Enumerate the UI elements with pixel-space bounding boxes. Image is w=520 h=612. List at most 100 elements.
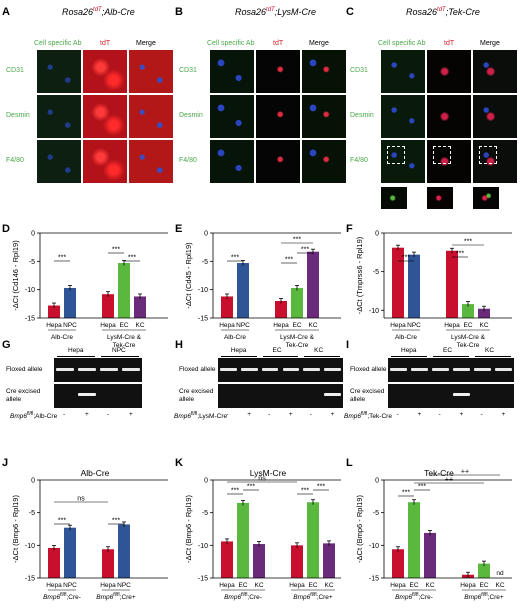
y-tick-label: -5 (29, 259, 35, 266)
gel-column-label: EC (272, 347, 282, 354)
micrograph-f480-tdt (82, 139, 128, 184)
genotype-label: Bmp6fl/fl;LysM-Cre (174, 411, 228, 421)
cre-excised-label: Cre excised allele (179, 388, 214, 403)
bar-ec (462, 304, 474, 318)
group-label: Bmp6fl/fl;Cre+ (464, 592, 504, 601)
significance-label: *** (464, 239, 472, 246)
bar-npc (408, 254, 420, 318)
zoom-box (479, 146, 497, 164)
micrograph-cd31-merge (472, 49, 518, 94)
bar-chart-j: J Alb-Cre 0 -5 -10 -15 -ΔCt (Bmp6 - Rpl19) Hepa… (2, 457, 168, 601)
micrograph-f480-merge (128, 139, 174, 184)
row-label-desmin: Desmin (179, 112, 203, 119)
group-label: Bmp6fl/fl;Cre- (43, 592, 81, 601)
significance-label: *** (58, 518, 66, 525)
bar-hepa (275, 301, 287, 318)
y-axis-label: -ΔCt (Cd146 - Rpl19) (11, 240, 20, 311)
bar-ec (237, 502, 249, 578)
y-tick-label: -5 (29, 510, 35, 517)
row-label-f480: F4/80 (6, 157, 24, 164)
y-axis-label: -ΔCt (Bmp6 - Rpl19) (355, 495, 364, 563)
micrograph-f480-merge (301, 139, 347, 184)
gel-column-label: KC (485, 347, 495, 354)
bar-npc (64, 287, 76, 318)
floxed-allele-label: Floxed allele (179, 366, 216, 373)
y-tick-label: -15 (25, 316, 35, 323)
micrograph-f480-tdt (426, 139, 472, 184)
genotype-sign: - (438, 411, 441, 418)
panel-label-f: F (346, 223, 353, 235)
y-tick-label: -15 (369, 576, 379, 583)
band-floxed (324, 368, 341, 371)
gel-excised (218, 384, 343, 408)
y-tick-label: 0 (31, 231, 35, 238)
header-tdt: tdT (100, 40, 111, 47)
band-floxed (261, 368, 279, 371)
bar-hepa (392, 549, 404, 578)
gel-column-bracket (57, 356, 95, 357)
genotype-sign: + (129, 411, 133, 418)
x-tick-label: Hepa (390, 322, 406, 329)
genotype-sign: + (288, 411, 293, 418)
cre-excised-label: Cre excised allele (350, 388, 385, 403)
x-tick-label: KC (495, 582, 504, 589)
y-tick-label: 0 (375, 231, 379, 238)
y-tick-label: -5 (373, 510, 379, 517)
bar-npc (118, 524, 130, 578)
x-tick-label: Hepa (46, 582, 62, 589)
micrograph-desmin-tdt (82, 94, 128, 139)
significance-label: ++ (445, 477, 453, 484)
x-tick-label: NPC (236, 322, 250, 329)
bar-kc (253, 544, 265, 578)
panel-label-k: K (175, 457, 183, 469)
significance-label: *** (112, 247, 120, 254)
y-tick-label: -15 (198, 576, 208, 583)
y-tick-label: -10 (369, 543, 379, 550)
row-label-cd31: CD31 (350, 67, 368, 74)
zoom-box (433, 146, 451, 164)
gel-column-bracket (475, 356, 511, 357)
x-tick-label: EC (119, 322, 128, 329)
y-tick-label: -15 (198, 316, 208, 323)
y-tick-label: -10 (25, 543, 35, 550)
zoom-inset-tdt (426, 186, 454, 210)
bar-hepa (102, 549, 114, 578)
gel-column-label: KC (314, 347, 324, 354)
genotype-label: Bmp6fl/fl;Tek-Cre (344, 411, 392, 421)
bar-chart-k: K LysM-Cre 0 -5 -10 -15 -ΔCt (Bmp6 - Rpl19) Hep… (175, 457, 341, 601)
bar-ec (291, 287, 303, 318)
x-tick-label: Hepa (460, 582, 476, 589)
bar-hepa (48, 305, 60, 318)
panel-label-g: G (2, 339, 11, 351)
bar-npc (237, 263, 249, 318)
micrograph-cd31-tdt (82, 49, 128, 94)
y-tick-label: -10 (198, 543, 208, 550)
gel-column-label: Hepa (68, 347, 84, 354)
significance-label: *** (456, 251, 464, 258)
y-tick-label: -10 (198, 287, 208, 294)
bar-hepa (392, 247, 404, 318)
x-tick-label: NPC (63, 322, 77, 329)
y-axis-label: -ΔCt (Bmp6 - Rpl19) (184, 495, 193, 563)
band-floxed (453, 368, 470, 371)
header-tdt: tdT (444, 40, 455, 47)
band-excised (453, 393, 470, 396)
bar-hepa (48, 547, 60, 578)
significance-label: *** (317, 484, 325, 491)
bar-kc (307, 251, 319, 318)
header-merge: Merge (309, 40, 329, 47)
bar-kc (134, 296, 146, 318)
header-merge: Merge (136, 40, 156, 47)
panel-label-c: C (346, 6, 354, 18)
micrograph-cd31-tdt (255, 49, 301, 94)
group-label: LysM-Cre & Tek-Cre (107, 334, 142, 349)
row-label-f480: F4/80 (350, 157, 368, 164)
gel-excised (388, 384, 514, 408)
genotype-sign: + (417, 411, 422, 418)
bar-ec (408, 502, 420, 578)
y-tick-label: -5 (202, 259, 208, 266)
band-excised (324, 393, 341, 396)
significance-label: *** (247, 484, 255, 491)
x-tick-label: KC (135, 322, 144, 329)
